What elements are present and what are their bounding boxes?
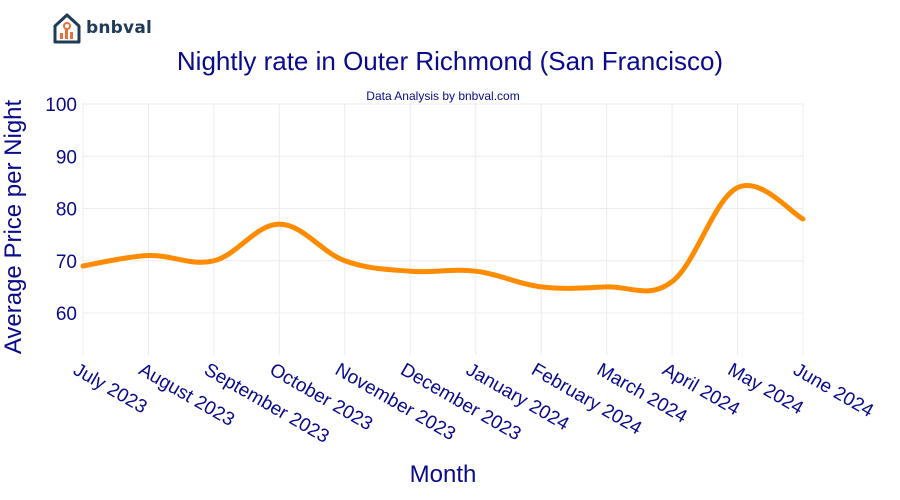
y-tick-label: 60 [56,304,77,325]
y-tick-label: 80 [56,200,77,221]
x-tick-label: June 2024 [790,359,878,422]
chart-subtitle: Data Analysis by bnbval.com [366,89,519,103]
y-tick-label: 100 [45,95,77,116]
x-axis-title: Month [410,461,477,488]
house-chart-icon [53,13,81,44]
logo-text: bnbval [86,18,153,38]
bnbval-logo: bnbval [52,12,152,44]
x-tick-label: February 2024 [528,359,646,439]
grid-lines [82,103,804,355]
y-tick-label: 70 [56,252,77,273]
chart-title: Nightly rate in Outer Richmond (San Fran… [177,46,723,76]
x-tick-label: July 2023 [70,359,151,418]
series-line [80,183,806,294]
y-axis-title: Average Price per Night [0,99,27,354]
y-tick-label: 90 [56,147,77,168]
y-axis-ticks: 60 70 80 90 100 [45,95,77,325]
